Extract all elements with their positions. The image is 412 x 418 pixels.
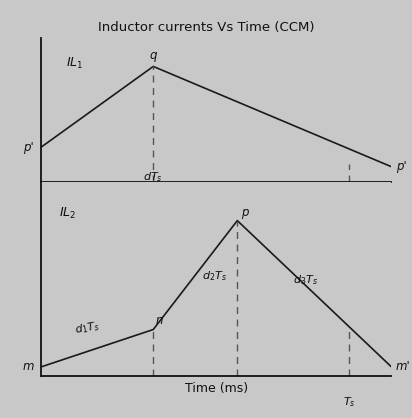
Text: $dT_s$: $dT_s$ [143, 171, 163, 184]
Text: m: m [23, 360, 34, 373]
Text: q: q [150, 49, 157, 62]
Text: n: n [156, 314, 164, 327]
Text: p': p' [23, 140, 34, 154]
Text: $d_2T_s$: $d_2T_s$ [202, 269, 227, 283]
Text: $IL_2$: $IL_2$ [59, 206, 76, 221]
Text: Inductor currents Vs Time (CCM): Inductor currents Vs Time (CCM) [98, 21, 314, 34]
Text: $d_3T_s$: $d_3T_s$ [293, 273, 318, 287]
Text: p: p [241, 206, 249, 219]
Text: $IL_1$: $IL_1$ [66, 56, 83, 71]
Text: m': m' [396, 360, 410, 373]
Text: $d_1T_s$: $d_1T_s$ [73, 319, 100, 337]
Text: p': p' [396, 160, 406, 173]
X-axis label: Time (ms): Time (ms) [185, 382, 248, 395]
Text: $T_s$: $T_s$ [343, 396, 356, 410]
